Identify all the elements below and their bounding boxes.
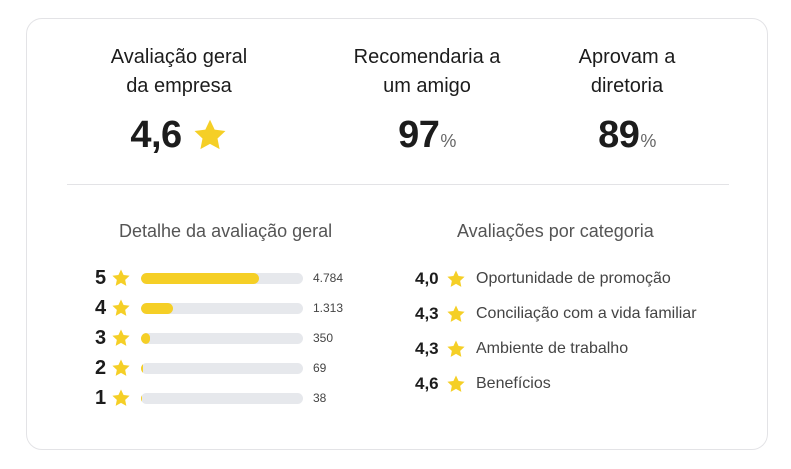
distribution-stars: 4 [95, 296, 107, 319]
category-row: 4,3 Ambiente de trabalho [415, 331, 735, 366]
star-icon [447, 375, 465, 392]
star-icon [447, 340, 465, 357]
distribution-bar [141, 362, 303, 374]
category-row: 4,0 Oportunidade de promoção [415, 261, 735, 296]
recommend-unit: % [440, 131, 456, 151]
star-icon [112, 299, 130, 316]
category-name: Conciliação com a vida familiar [476, 304, 697, 322]
approve-label-line1: Aprovam a [578, 46, 676, 68]
star-icon [112, 359, 130, 376]
category-name: Benefícios [476, 374, 551, 392]
star-icon [112, 329, 130, 346]
approve-label-line2: diretoria [590, 75, 664, 97]
category-row: 4,3 Conciliação com a vida familiar [415, 296, 735, 331]
category-ratings: 4,0 Oportunidade de promoção 4,3 Concili… [415, 261, 735, 401]
distribution-stars: 5 [95, 266, 107, 289]
recommend-value-row: 97% [334, 113, 520, 157]
distribution-count: 69 [313, 361, 327, 375]
distribution-bar-fill [141, 272, 260, 284]
overall-rating-value-row: 4,6 [87, 113, 271, 157]
overall-rating-label-line2: da empresa [126, 75, 232, 97]
category-name: Oportunidade de promoção [476, 269, 671, 287]
recommend-label: Recomendaria a um amigo [334, 43, 520, 101]
distribution-count: 4.784 [313, 271, 344, 285]
distribution-stars: 1 [95, 386, 107, 409]
star-icon [447, 305, 465, 322]
distribution-title: Detalhe da avaliação geral [119, 221, 333, 241]
recommend-value: 97 [398, 114, 440, 156]
distribution-bar [141, 392, 303, 404]
overall-rating-label-line1: Avaliação geral [110, 46, 248, 68]
overall-rating-metric: Avaliação geral da empresa 4,6 [87, 43, 271, 157]
category-row: 4,6 Benefícios [415, 366, 735, 401]
star-icon [447, 270, 465, 287]
distribution-bar-fill [141, 302, 174, 314]
distribution-row: 1 38 [95, 383, 375, 413]
approve-label: Aprovam a diretoria [557, 43, 697, 101]
category-value: 4,0 [415, 268, 439, 288]
distribution-bar-fill [141, 362, 143, 374]
star-icon [112, 389, 130, 406]
distribution-bar-fill [141, 392, 142, 404]
distribution-stars: 3 [95, 326, 107, 349]
rating-summary-card: Avaliação geral da empresa 4,6 Recomenda… [26, 18, 768, 450]
distribution-count: 38 [313, 391, 327, 405]
category-value: 4,3 [415, 338, 439, 358]
category-value: 4,3 [415, 303, 439, 323]
divider [67, 184, 729, 185]
overall-rating-label: Avaliação geral da empresa [87, 43, 271, 101]
recommend-label-line2: um amigo [383, 75, 471, 97]
recommend-label-line1: Recomendaria a [353, 46, 501, 68]
distribution-bar [141, 272, 303, 284]
approve-metric: Aprovam a diretoria 89% [557, 43, 697, 157]
star-icon [112, 269, 130, 286]
distribution-row: 4 1.313 [95, 293, 375, 323]
approve-unit: % [640, 131, 656, 151]
distribution-bar [141, 332, 303, 344]
star-icon [194, 119, 226, 150]
overall-rating-value: 4,6 [130, 114, 182, 156]
category-value: 4,6 [415, 373, 439, 393]
distribution-bar-fill [141, 332, 150, 344]
rating-distribution: 5 4.784 4 1.313 3 350 2 69 1 38 [95, 263, 375, 413]
category-name: Ambiente de trabalho [476, 339, 629, 357]
categories-title: Avaliações por categoria [457, 221, 654, 241]
distribution-row: 5 4.784 [95, 263, 375, 293]
distribution-row: 3 350 [95, 323, 375, 353]
distribution-count: 1.313 [313, 301, 344, 315]
distribution-row: 2 69 [95, 353, 375, 383]
distribution-bar [141, 302, 303, 314]
approve-value: 89 [598, 114, 640, 156]
approve-value-row: 89% [557, 113, 697, 157]
summary-metrics: Avaliação geral da empresa 4,6 Recomenda… [27, 43, 767, 163]
recommend-metric: Recomendaria a um amigo 97% [334, 43, 520, 157]
distribution-count: 350 [313, 331, 334, 345]
distribution-stars: 2 [95, 356, 107, 379]
